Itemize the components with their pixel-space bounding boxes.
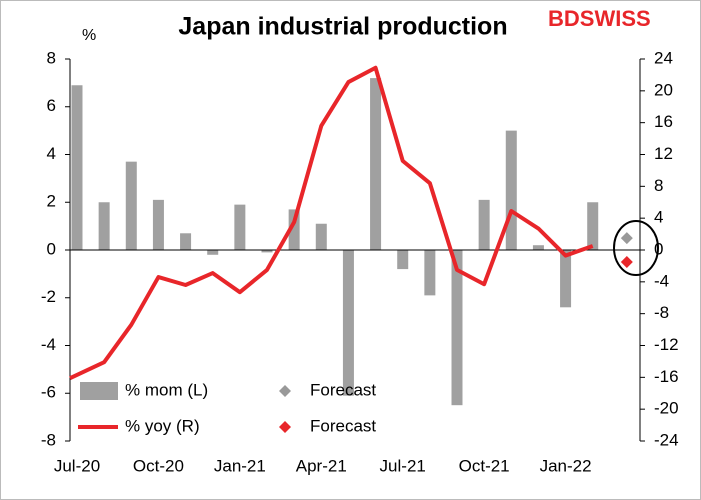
bar xyxy=(505,130,517,250)
forecast-marker xyxy=(620,255,633,268)
y-label: % xyxy=(82,27,96,44)
y2-tick-label: 20 xyxy=(654,80,673,99)
bar xyxy=(288,209,300,250)
y2-tick-label: 16 xyxy=(654,112,673,131)
forecast-marker xyxy=(620,232,633,245)
y-tick-label: 2 xyxy=(47,192,56,211)
x-tick-label: Jan-22 xyxy=(540,456,592,475)
x-tick-label: Jul-20 xyxy=(54,456,100,475)
chart-title: Japan industrial production xyxy=(178,13,507,41)
bar xyxy=(397,250,409,270)
x-tick-label: Jan-21 xyxy=(214,456,266,475)
bar xyxy=(587,202,599,250)
bar xyxy=(424,250,436,296)
y2-tick-label: -8 xyxy=(654,303,669,322)
bar xyxy=(125,161,137,250)
y2-tick-label: 8 xyxy=(654,176,663,195)
legend-label: Forecast xyxy=(310,380,376,399)
bar xyxy=(234,204,246,250)
y2-tick-label: -20 xyxy=(654,399,679,418)
forecast-circle xyxy=(613,220,659,276)
y-tick-label: 4 xyxy=(47,144,56,163)
y-tick-label: -4 xyxy=(41,335,56,354)
legend-swatch xyxy=(80,382,118,400)
legend-label: Forecast xyxy=(310,416,376,435)
bar xyxy=(451,250,463,406)
bar xyxy=(207,250,219,255)
y2-tick-label: 0 xyxy=(654,239,663,258)
bar xyxy=(261,250,273,253)
y2-tick-label: -12 xyxy=(654,335,679,354)
y2-tick-label: 24 xyxy=(654,48,673,67)
bar xyxy=(532,245,544,250)
logo: BDSWISS xyxy=(548,6,651,31)
bar xyxy=(560,250,572,308)
bar xyxy=(342,250,354,396)
y-tick-label: 0 xyxy=(47,239,56,258)
y-tick-label: -2 xyxy=(41,287,56,306)
line xyxy=(69,65,594,380)
legend-swatch xyxy=(279,385,291,397)
x-tick-label: Jul-21 xyxy=(380,456,426,475)
y-tick-label: -6 xyxy=(41,383,56,402)
x-tick-label: Apr-21 xyxy=(296,456,347,475)
y2-tick-label: -16 xyxy=(654,367,679,386)
bar xyxy=(478,199,490,250)
x-tick-label: Oct-20 xyxy=(133,456,184,475)
y2-tick-label: 4 xyxy=(654,208,663,227)
bar xyxy=(98,202,110,250)
legend-swatch xyxy=(279,421,291,433)
bar xyxy=(315,223,327,250)
bar xyxy=(180,233,192,250)
y2-tick-label: 12 xyxy=(654,144,673,163)
y-tick-label: 8 xyxy=(47,48,56,67)
bar xyxy=(71,85,83,250)
y2-tick-label: -24 xyxy=(654,430,679,449)
legend-label: % yoy (R) xyxy=(125,416,200,435)
y-tick-label: -8 xyxy=(41,430,56,449)
bar xyxy=(370,78,382,250)
y2-tick-label: -4 xyxy=(654,271,669,290)
legend-label: % mom (L) xyxy=(125,380,208,399)
y-tick-label: 6 xyxy=(47,96,56,115)
x-tick-label: Oct-21 xyxy=(459,456,510,475)
bar xyxy=(152,199,164,250)
